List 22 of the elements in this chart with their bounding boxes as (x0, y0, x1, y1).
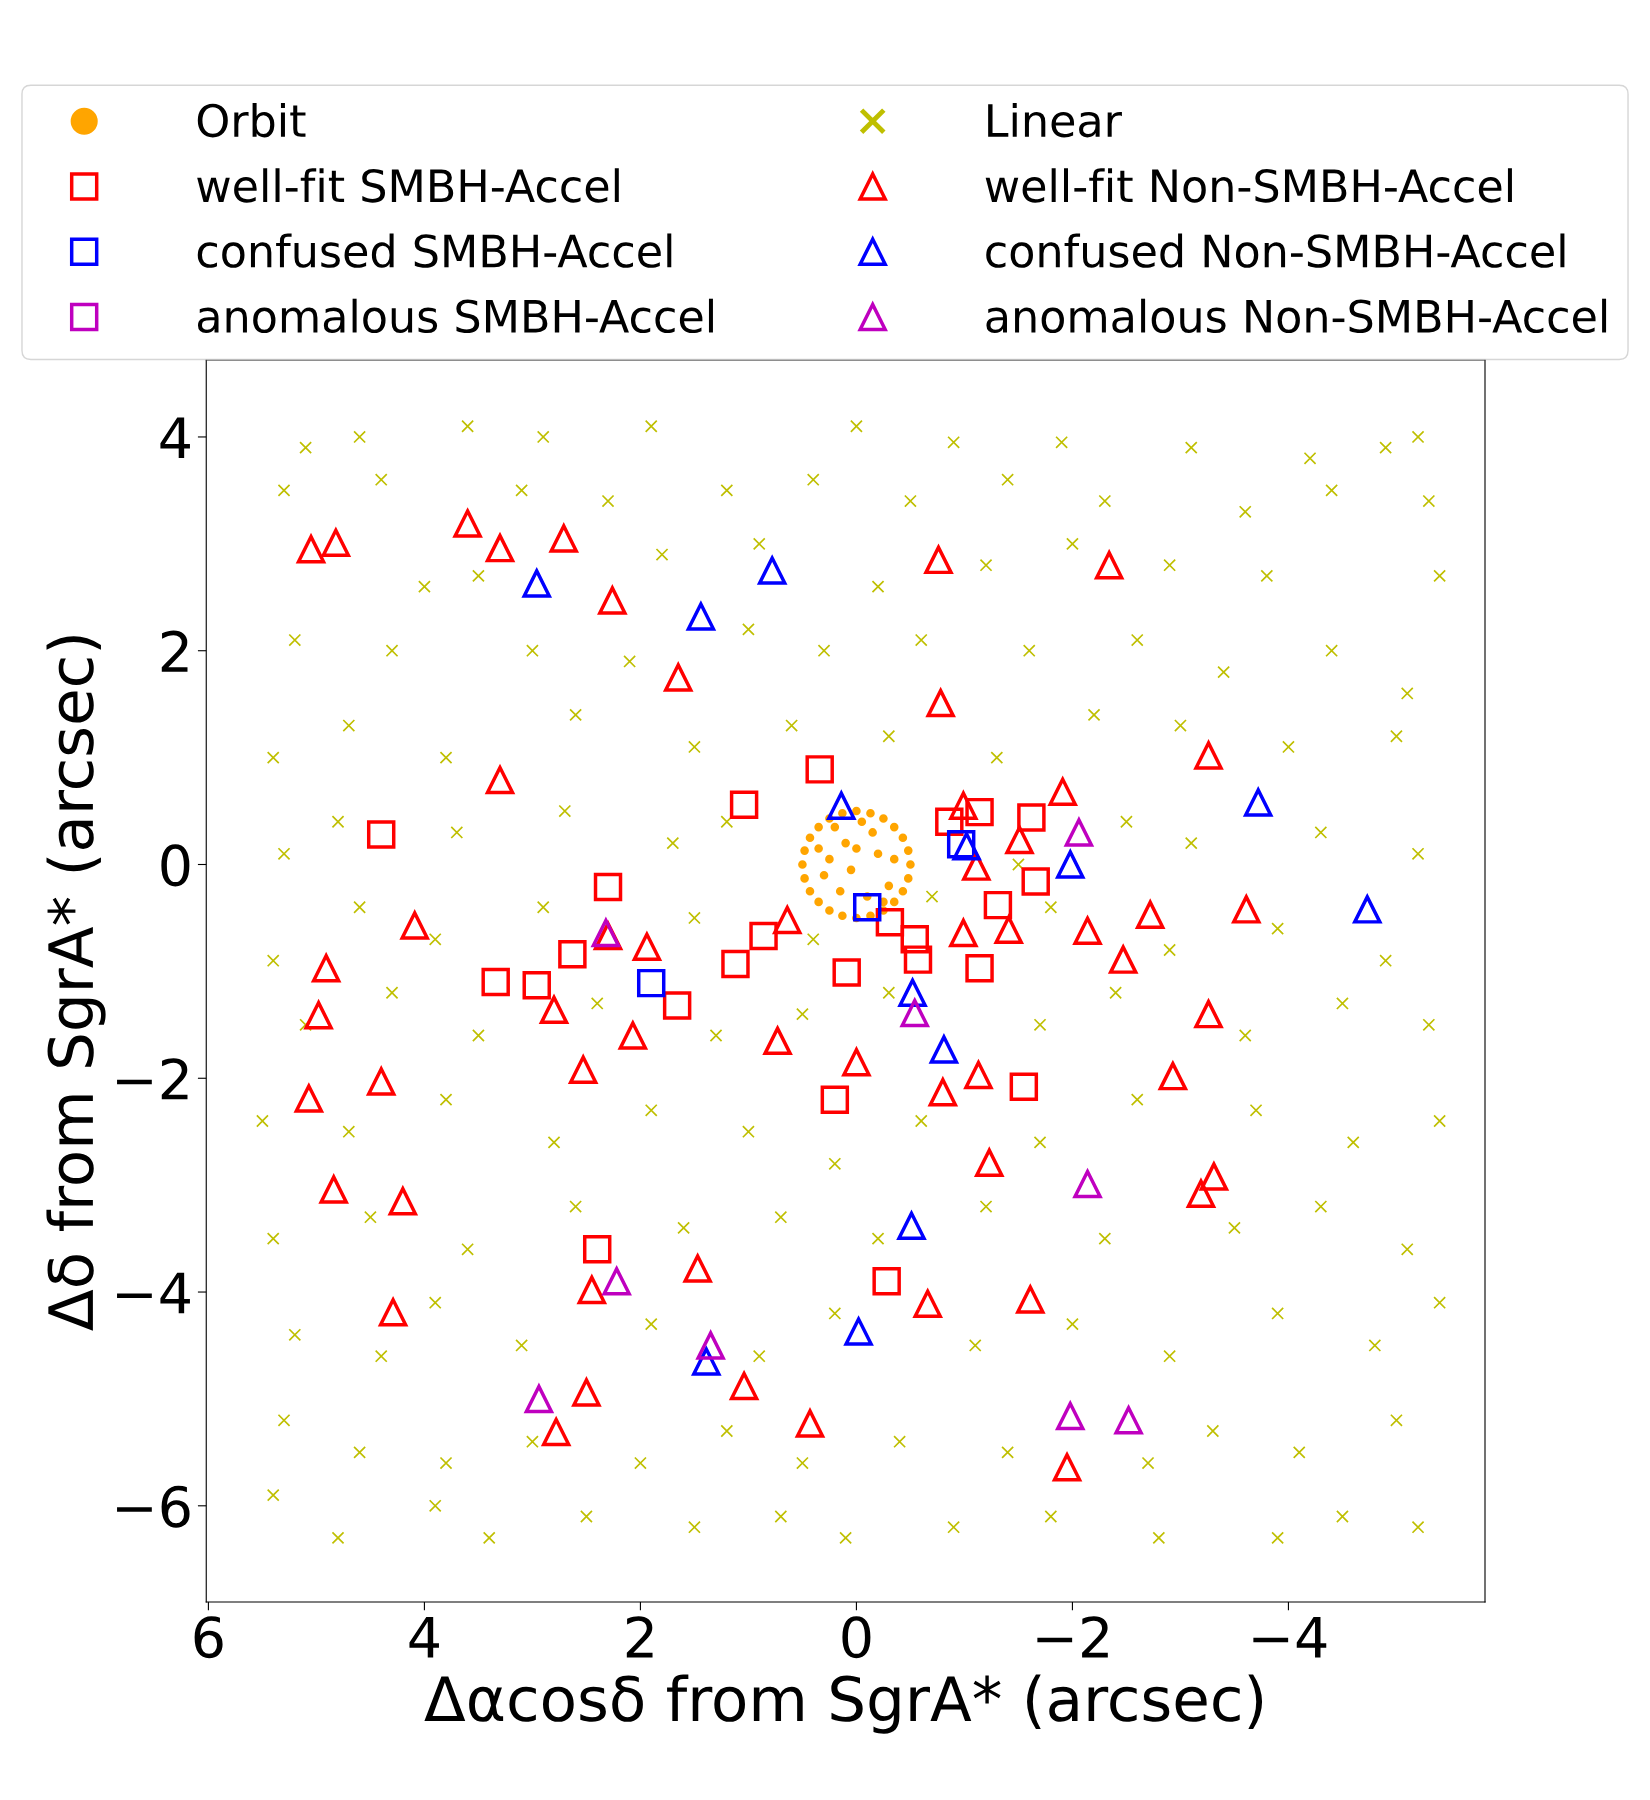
y-tick-label: −4 (117, 1272, 190, 1314)
x-tick-label: 2 (626, 1616, 653, 1658)
y-tick-label: 0 (161, 844, 190, 887)
legend-label: well-fit Non-SMBH-Accel (985, 168, 1512, 203)
x-tick-label: 4 (409, 1616, 439, 1658)
x-tick-label: −4 (1253, 1616, 1327, 1658)
y-tick-label: 2 (161, 630, 188, 672)
legend-label: Orbit (197, 103, 306, 138)
legend-label: confused SMBH-Accel (197, 233, 672, 268)
legend-label: Linear (988, 103, 1122, 138)
y-tick-label: −6 (117, 1485, 190, 1528)
legend-label: anomalous Non-SMBH-Accel (986, 298, 1607, 334)
x-tick-label: 0 (842, 1616, 871, 1659)
y-tick-label: −2 (117, 1058, 188, 1100)
x-tick-label: 6 (194, 1616, 223, 1659)
legend-label: confused Non-SMBH-Accel (986, 233, 1565, 268)
legend-label: well-fit SMBH-Accel (197, 168, 619, 203)
legend-label: anomalous SMBH-Accel (197, 298, 713, 334)
x-tick-label: −2 (1037, 1616, 1108, 1658)
x-axis-title: Δαcosδ from SgrA* (arcsec) (424, 1674, 1263, 1734)
y-axis-title: Δδ from SgrA* (arcsec) (46, 636, 106, 1331)
y-tick-label: 4 (160, 417, 190, 459)
